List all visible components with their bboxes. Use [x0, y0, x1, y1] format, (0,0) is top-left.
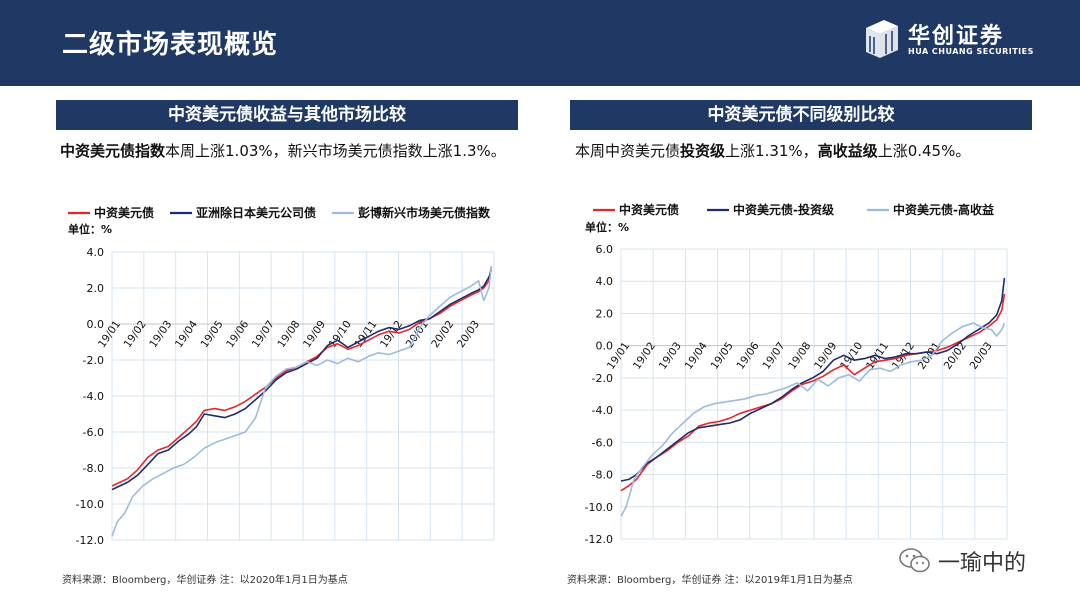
unit-label: 单位：%: [68, 222, 112, 236]
x-tick-label: 19/04: [683, 340, 710, 372]
legend-label: 中资美元债-高收益: [893, 202, 994, 217]
legend-label: 中资美元债: [94, 205, 154, 220]
y-tick-label: 6.0: [596, 243, 614, 256]
x-tick-label: 19/03: [657, 340, 684, 372]
series-line-3: [111, 266, 493, 537]
y-tick-label: -4.0: [592, 404, 613, 417]
legend-label: 中资美元债: [619, 202, 679, 217]
y-tick-label: -6.0: [83, 426, 104, 439]
x-tick-label: 19/09: [301, 318, 328, 350]
left-summary-bold: 中资美元债指数: [60, 142, 166, 160]
y-tick-label: -8.0: [592, 469, 613, 482]
x-tick-label: 20/02: [429, 318, 456, 350]
x-tick-label: 19/07: [760, 340, 787, 372]
right-summary-part1: 本周中资美元债: [575, 142, 681, 160]
y-tick-label: -4.0: [83, 390, 104, 403]
legend-label: 彭博新兴市场美元债指数: [358, 205, 491, 220]
y-tick-label: -10.0: [585, 501, 613, 514]
brand-logo: 华创证券 HUA CHUANG SECURITIES: [862, 18, 1062, 66]
right-panel-title: 中资美元债不同级别比较: [570, 100, 1032, 130]
x-tick-label: 19/02: [122, 318, 149, 350]
right-summary-part2: 上涨1.31%，: [725, 142, 818, 160]
y-tick-label: 4.0: [596, 275, 614, 288]
series-line-2: [111, 269, 493, 491]
y-tick-label: -10.0: [76, 498, 104, 511]
left-summary-text: 本周上涨1.03%，新兴市场美元债指数上涨1.3%。: [165, 142, 506, 160]
x-tick-label: 19/09: [812, 340, 839, 372]
series-line-2: [620, 277, 1006, 482]
header-bar: 二级市场表现概览 华创证券 HUA CHUANG SECURITIES: [0, 0, 1080, 86]
y-tick-label: 4.0: [87, 246, 105, 259]
x-tick-label: 19/08: [275, 318, 302, 350]
watermark-text: 一瑜中的: [938, 551, 1027, 576]
x-tick-label: 19/02: [631, 340, 658, 372]
series-line-1: [111, 266, 493, 487]
x-tick-label: 19/04: [173, 318, 200, 350]
right-summary-part3: 上涨0.45%。: [877, 142, 971, 160]
series-line-1: [620, 293, 1006, 492]
y-tick-label: -2.0: [83, 354, 104, 367]
y-tick-label: 2.0: [596, 307, 614, 320]
watermark: 一瑜中的: [898, 545, 1058, 577]
y-tick-label: -8.0: [83, 462, 104, 475]
right-summary-bold1: 投资级: [680, 142, 726, 160]
logo-chinese-name: 华创证券: [908, 24, 1005, 49]
y-tick-label: -12.0: [76, 534, 104, 547]
x-tick-label: 19/08: [786, 340, 813, 372]
y-tick-label: 0.0: [596, 340, 614, 353]
logo-cube-icon: [866, 20, 898, 58]
x-tick-label: 19/05: [709, 340, 736, 372]
x-tick-label: 19/03: [147, 318, 174, 350]
x-tick-label: 19/06: [734, 340, 761, 372]
y-tick-label: 2.0: [87, 282, 105, 295]
right-summary-bold2: 高收益级: [817, 142, 878, 160]
left-source-note: 资料来源：Bloomberg，华创证券 注：以2020年1月1日为基点: [62, 575, 348, 586]
x-tick-label: 19/07: [250, 318, 277, 350]
x-tick-label: 19/06: [224, 318, 251, 350]
x-tick-label: 19/05: [198, 318, 225, 350]
page-title: 二级市场表现概览: [62, 30, 279, 60]
x-tick-label: 20/03: [455, 318, 482, 350]
y-tick-label: -2.0: [592, 372, 613, 385]
right-source-note: 资料来源：Bloomberg，华创证券 注：以2019年1月1日为基点: [567, 575, 853, 586]
y-tick-label: -6.0: [592, 436, 613, 449]
legend-label: 亚洲除日本美元公司债: [196, 205, 316, 220]
left-panel-title: 中资美元债收益与其他市场比较: [56, 100, 518, 130]
y-tick-label: 0.0: [87, 318, 105, 331]
right-summary: 本周中资美元债投资级上涨1.31%，高收益级上涨0.45%。: [575, 140, 970, 161]
logo-english-name: HUA CHUANG SECURITIES: [908, 47, 1034, 56]
unit-label: 单位：%: [585, 220, 629, 234]
left-summary: 中资美元债指数本周上涨1.03%，新兴市场美元债指数上涨1.3%。: [60, 140, 506, 161]
y-tick-label: -12.0: [585, 533, 613, 546]
wechat-icon: [899, 548, 930, 573]
series-line-3: [620, 322, 1006, 517]
x-tick-label: 20/03: [968, 340, 995, 372]
legend-label: 中资美元债-投资级: [733, 202, 834, 217]
